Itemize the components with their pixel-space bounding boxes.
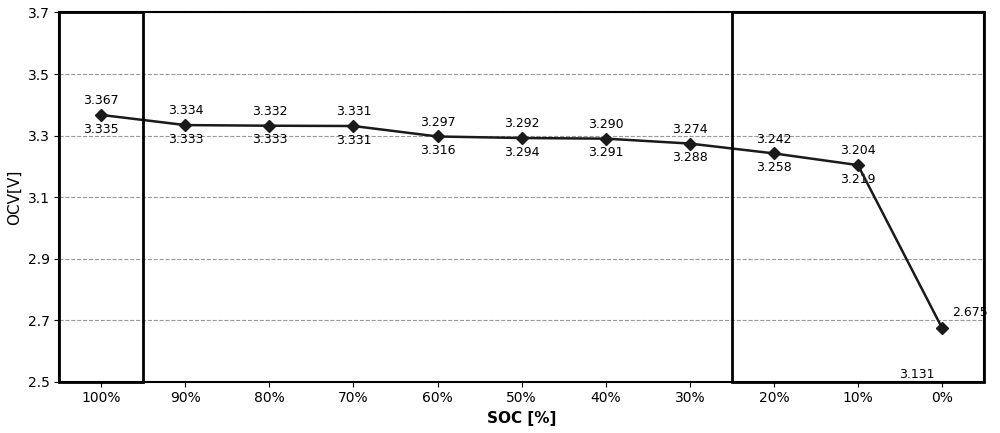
Text: 3.219: 3.219 [840,173,876,186]
Text: 3.204: 3.204 [840,145,876,158]
Text: 3.297: 3.297 [420,116,455,129]
Text: 3.294: 3.294 [504,146,539,159]
Text: 3.335: 3.335 [83,123,119,136]
Text: 3.242: 3.242 [756,132,792,146]
Text: 3.316: 3.316 [420,144,455,157]
Y-axis label: OCV[V]: OCV[V] [7,169,22,225]
Text: 3.333: 3.333 [168,133,203,146]
Text: 3.131: 3.131 [899,368,935,381]
X-axis label: SOC [%]: SOC [%] [487,411,556,426]
Text: 2.675: 2.675 [952,306,988,319]
Text: 3.333: 3.333 [252,133,287,146]
Text: 3.292: 3.292 [504,117,539,130]
Text: 3.288: 3.288 [672,151,708,164]
Text: 3.331: 3.331 [336,134,371,147]
Text: 3.332: 3.332 [252,105,287,118]
Text: 3.291: 3.291 [588,146,623,159]
Text: 3.334: 3.334 [168,104,203,117]
Text: 3.290: 3.290 [588,118,624,131]
Text: 3.258: 3.258 [756,161,792,174]
Text: 3.274: 3.274 [672,123,708,136]
Text: 3.331: 3.331 [336,105,371,118]
Text: 3.367: 3.367 [83,94,119,107]
